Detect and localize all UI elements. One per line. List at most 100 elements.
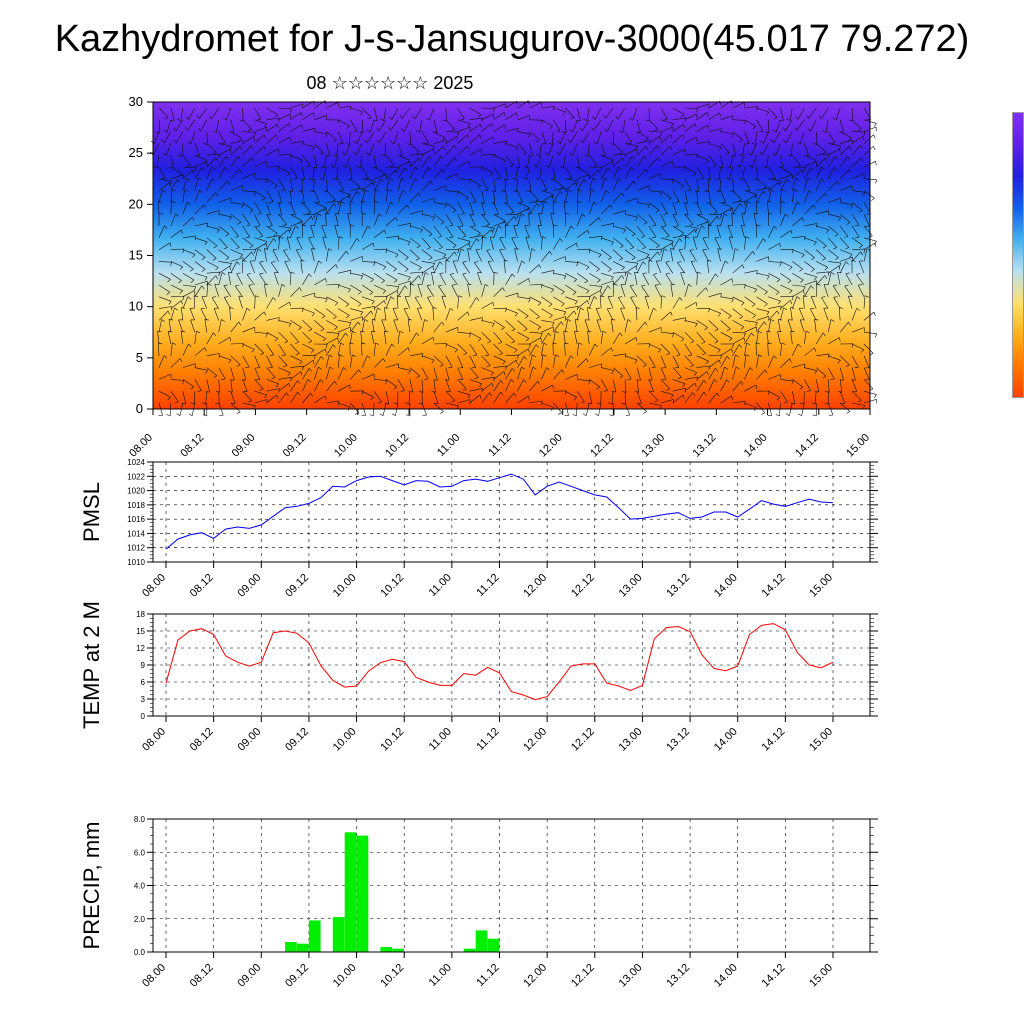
wind-barb: [214, 284, 219, 297]
wind-barb: [457, 355, 464, 368]
wind-barb-flag: [207, 283, 212, 286]
wind-barb: [720, 131, 734, 135]
wind-barb-flag: [503, 202, 508, 204]
wind-barb: [314, 379, 321, 392]
wind-barb: [708, 112, 720, 121]
wind-barb: [373, 179, 381, 191]
wind-barb: [630, 297, 638, 309]
wind-barb: [696, 332, 706, 343]
wind-barb: [644, 296, 650, 309]
wind-barb: [529, 203, 538, 215]
wind-barb-flag: [576, 262, 579, 267]
wind-barb: [457, 214, 464, 227]
wind-barb-flag: [321, 315, 326, 319]
wind-barb: [804, 331, 807, 345]
wind-barb: [193, 295, 196, 309]
wind-barb: [326, 366, 331, 380]
wind-barb-flag: [771, 177, 776, 180]
wind-barb: [514, 248, 518, 262]
wind-barb: [290, 213, 302, 221]
wind-barb-flag: [467, 123, 471, 127]
wind-barb: [457, 367, 464, 380]
wind-barb-flag: [663, 213, 668, 215]
wind-barb-flag: [627, 142, 632, 144]
wind-barb: [178, 319, 184, 333]
wind-barb: [313, 178, 315, 192]
wind-barb: [839, 322, 849, 333]
wind-barb: [349, 191, 358, 203]
wind-barb-flag: [345, 332, 349, 337]
wind-barb: [768, 242, 780, 250]
wind-barb-flag: [610, 204, 613, 209]
wind-barb: [493, 124, 505, 132]
cross-section-x-tick-label: 12.12: [588, 432, 616, 460]
wind-barb: [302, 190, 305, 204]
wind-barb-flag: [857, 400, 862, 403]
wind-barb-flag: [738, 199, 742, 202]
wind-barb: [158, 342, 160, 356]
wind-barb-flag: [332, 344, 336, 348]
wind-barb: [823, 308, 829, 321]
precip-bar: [332, 917, 345, 952]
wind-barb-flag: [726, 328, 731, 332]
wind-barb: [336, 166, 339, 180]
wind-barb: [338, 320, 352, 323]
wind-barb: [153, 131, 160, 144]
wind-barb-flag: [203, 143, 208, 145]
wind-barb: [780, 272, 792, 281]
wind-barb-flag: [860, 145, 863, 149]
wind-barb: [229, 307, 231, 321]
wind-barb: [732, 308, 743, 317]
wind-barb: [768, 182, 779, 191]
wind-barb-flag: [760, 412, 766, 415]
wind-barb: [552, 131, 554, 145]
wind-barb: [541, 320, 555, 323]
wind-barb: [383, 107, 387, 121]
wind-barb: [469, 343, 478, 355]
wind-barb-flag: [332, 316, 337, 320]
wind-barb: [660, 225, 670, 237]
wind-barb: [696, 391, 705, 404]
wind-barb: [408, 391, 411, 405]
wind-barb-flag: [409, 223, 411, 228]
wind-barb: [206, 275, 217, 286]
wind-barb-flag: [376, 127, 380, 132]
wind-barb-flag: [588, 296, 591, 301]
wind-barb: [672, 123, 684, 132]
wind-barb: [230, 131, 243, 139]
wind-barb: [493, 287, 503, 298]
wind-barb-flag: [816, 283, 821, 286]
wind-barb-flag: [247, 128, 252, 132]
wind-barb: [326, 102, 339, 109]
wind-barb: [720, 278, 733, 286]
wind-barb: [360, 201, 363, 215]
wind-barb-flag: [448, 366, 453, 369]
wind-barb: [863, 134, 874, 144]
wind-barb: [660, 178, 674, 180]
wind-barb: [433, 131, 446, 139]
wind-barb-flag: [860, 349, 865, 353]
wind-barb-flag: [822, 130, 827, 133]
wind-barb: [158, 284, 170, 293]
wind-barb-flag: [201, 167, 205, 171]
wind-barb: [529, 296, 542, 303]
wind-barb: [839, 249, 853, 255]
wind-barb-flag: [739, 139, 743, 143]
wind-barb-flag: [677, 376, 682, 380]
wind-barb-flag: [476, 238, 480, 242]
cross-section-y-tick-label: 0: [136, 401, 143, 416]
wind-barb: [524, 225, 530, 238]
wind-barb: [158, 107, 169, 118]
wind-barb-flag: [521, 366, 525, 370]
wind-barb: [290, 178, 293, 192]
wind-barb: [200, 119, 208, 132]
wind-barb-flag: [325, 278, 327, 283]
wind-barb-flag: [574, 301, 578, 305]
wind-barb: [290, 103, 303, 109]
wind-barb-flag: [203, 204, 206, 209]
wind-barb: [744, 308, 756, 316]
wind-barb: [576, 155, 581, 168]
wind-barb-flag: [670, 134, 673, 139]
wind-barb: [529, 344, 537, 356]
wind-barb-flag: [726, 165, 731, 169]
